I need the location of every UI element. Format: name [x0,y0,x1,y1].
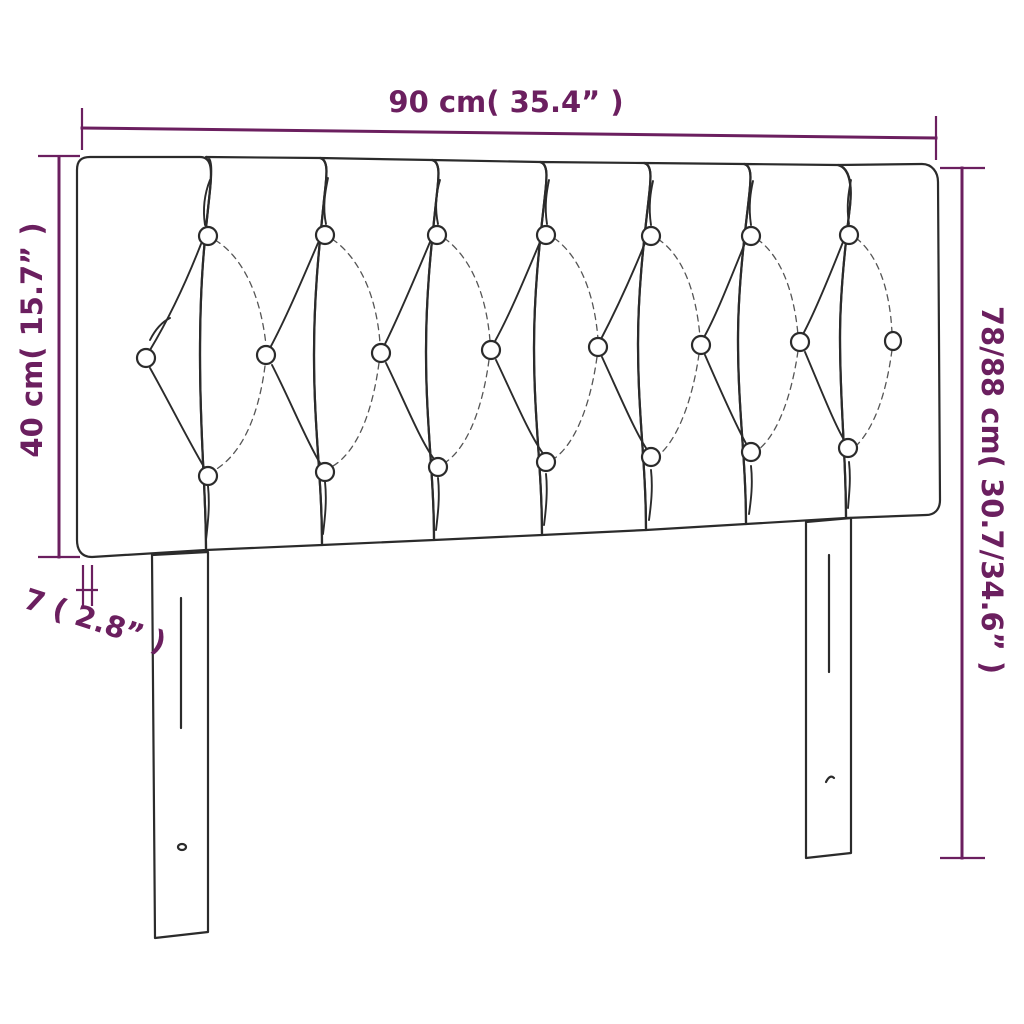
tufting-buttons [135,224,903,487]
fold [322,481,327,535]
fold [801,241,844,337]
height-label: 40 cm( 15.7” ) [15,222,49,457]
fold [599,242,646,342]
fold [269,242,319,349]
tuft-button [426,224,448,246]
fold [323,177,329,225]
fold [659,353,700,455]
tuft-button [837,437,859,459]
fold [495,359,545,456]
fold [149,317,171,341]
tuft-button [640,446,662,468]
tufting-folds [149,177,893,541]
left-leg-hole [176,842,188,852]
width-dimension-line [80,126,938,140]
headboard-panels [75,155,942,559]
right-leg-hole [824,775,836,784]
tuft-button [370,342,392,364]
tuft-button [427,456,449,478]
tuft-button [640,225,662,247]
fold [543,473,548,526]
panel-8 [836,162,942,520]
fold [149,243,202,351]
fold [855,349,893,447]
headboard-legs [150,516,853,940]
fold [657,238,701,338]
tuft-button [838,224,860,246]
width-label: 90 cm( 35.4” ) [388,85,623,119]
fold [544,179,550,225]
fold [203,179,211,226]
fold [445,359,490,463]
tuft-button [197,465,219,487]
total-height-label: 78/88 cm( 30.7/34.6” ) [975,306,1009,674]
tuft-button [740,225,762,247]
fold [601,356,649,452]
tuft-button [135,347,157,369]
fold [756,238,799,336]
fold [443,237,491,342]
fold [493,241,541,344]
dimension-lines [38,108,985,860]
fold [648,469,653,521]
fold [214,365,266,471]
fold [648,180,654,226]
tuft-button [314,461,336,483]
fold [554,356,598,459]
fold [702,242,746,340]
tuft-button [535,451,557,473]
fold [846,179,852,225]
tuft-button [740,441,762,463]
fold [855,237,893,334]
fold [332,362,380,467]
fold [748,180,754,226]
fold [847,461,851,509]
left-leg [150,550,210,940]
fold [331,238,381,344]
fold [704,354,749,448]
tuft-button [789,331,811,353]
fold [214,239,267,346]
fold [149,367,205,468]
fold [385,362,435,460]
fold [435,477,440,531]
tuft-button [587,336,609,358]
tuft-button [255,344,277,366]
tuft-button [197,225,219,247]
tuft-button [690,334,712,356]
tuft-button [314,224,336,246]
fold [553,237,599,340]
fold [748,465,753,515]
fold [757,350,799,451]
thickness-label: 7 ( 2.8” ) [20,582,171,660]
fold [383,241,431,347]
tuft-button [535,224,557,246]
tuft-button [480,339,502,361]
fold [435,179,441,225]
fold [205,485,210,541]
fold [271,364,321,464]
tuft-button [883,330,903,352]
fold [804,351,847,444]
